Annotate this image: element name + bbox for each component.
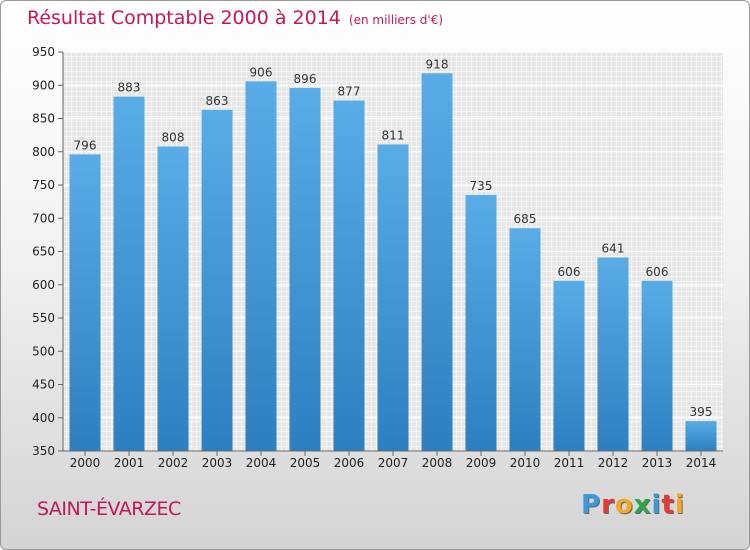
y-tick-label: 900	[32, 78, 55, 92]
x-tick-label: 2009	[466, 456, 497, 470]
logo-letter: o	[614, 490, 634, 520]
y-tick-label: 600	[32, 278, 55, 292]
bars: 796 883 808 863 906 896 877 811 918 735 685 606 641 6…	[69, 57, 717, 452]
bar-value-label: 811	[382, 128, 405, 142]
y-tick-label: 950	[32, 45, 55, 59]
bar	[113, 96, 145, 452]
y-tick-label: 500	[32, 344, 55, 358]
bar-value-label: 641	[602, 241, 625, 255]
chart-title-text: Résultat Comptable 2000 à 2014	[27, 7, 341, 29]
bar-value-label: 685	[514, 212, 537, 226]
bar	[333, 100, 365, 452]
x-tick-label: 2005	[290, 456, 321, 470]
logo-letter: P	[581, 490, 602, 520]
x-tick-label: 2014	[686, 456, 717, 470]
x-tick-label: 2010	[510, 456, 541, 470]
proxiti-logo[interactable]: Proxiti	[581, 490, 685, 520]
y-tick-label: 450	[32, 378, 55, 392]
x-tick-label: 2001	[114, 456, 145, 470]
bar-value-label: 906	[250, 65, 273, 79]
y-tick-label: 400	[32, 411, 55, 425]
bar	[465, 194, 497, 451]
x-tick-label: 2002	[158, 456, 189, 470]
x-tick-label: 2011	[554, 456, 585, 470]
bar-value-label: 877	[338, 85, 361, 99]
bar	[597, 257, 629, 451]
y-tick-label: 750	[32, 178, 55, 192]
x-tick-label: 2012	[598, 456, 629, 470]
bar	[377, 144, 409, 451]
logo-letter: i	[674, 490, 685, 520]
bar-value-label: 796	[74, 138, 97, 152]
bar	[641, 280, 673, 451]
logo-letter: r	[601, 490, 615, 520]
chart-subtitle: (en milliers d'€)	[348, 13, 444, 27]
y-axis: 350 400 450 500 550 600 650 700 750 800 850 900 950	[32, 45, 63, 458]
bar-value-label: 883	[118, 81, 141, 95]
logo-letter: x	[633, 490, 652, 520]
bar	[685, 421, 717, 451]
bar-value-label: 395	[690, 405, 713, 419]
y-tick-label: 850	[32, 112, 55, 126]
bar	[245, 81, 277, 451]
y-tick-label: 700	[32, 211, 55, 225]
bar	[421, 73, 453, 451]
chart-title: Résultat Comptable 2000 à 2014 (en millie…	[27, 7, 443, 29]
x-tick-label: 2008	[422, 456, 453, 470]
x-axis: 2000 2001 2002 2003 2004 2005 2006 2007 2008 2009…	[70, 451, 717, 470]
logo-letter: t	[661, 490, 675, 520]
bar-value-label: 606	[558, 265, 581, 279]
logo-letter: i	[651, 490, 662, 520]
bar-value-label: 896	[294, 72, 317, 86]
bar-value-label: 735	[470, 179, 493, 193]
y-tick-label: 550	[32, 311, 55, 325]
y-tick-label: 350	[32, 444, 55, 458]
x-tick-label: 2013	[642, 456, 673, 470]
bar	[509, 228, 541, 451]
y-tick-label: 650	[32, 245, 55, 259]
bar-value-label: 918	[426, 57, 449, 71]
bar-value-label: 808	[162, 130, 185, 144]
commune-name: SAINT-ÉVARZEC	[37, 498, 181, 520]
x-tick-label: 2003	[202, 456, 233, 470]
bar	[69, 154, 101, 451]
x-tick-label: 2007	[378, 456, 409, 470]
bar	[553, 280, 585, 451]
x-tick-label: 2006	[334, 456, 365, 470]
bar-value-label: 606	[646, 265, 669, 279]
bar	[289, 87, 321, 451]
bar	[201, 109, 233, 451]
bar-value-label: 863	[206, 94, 229, 108]
bar	[157, 146, 189, 451]
x-tick-label: 2004	[246, 456, 277, 470]
y-tick-label: 800	[32, 145, 55, 159]
x-tick-label: 2000	[70, 456, 101, 470]
